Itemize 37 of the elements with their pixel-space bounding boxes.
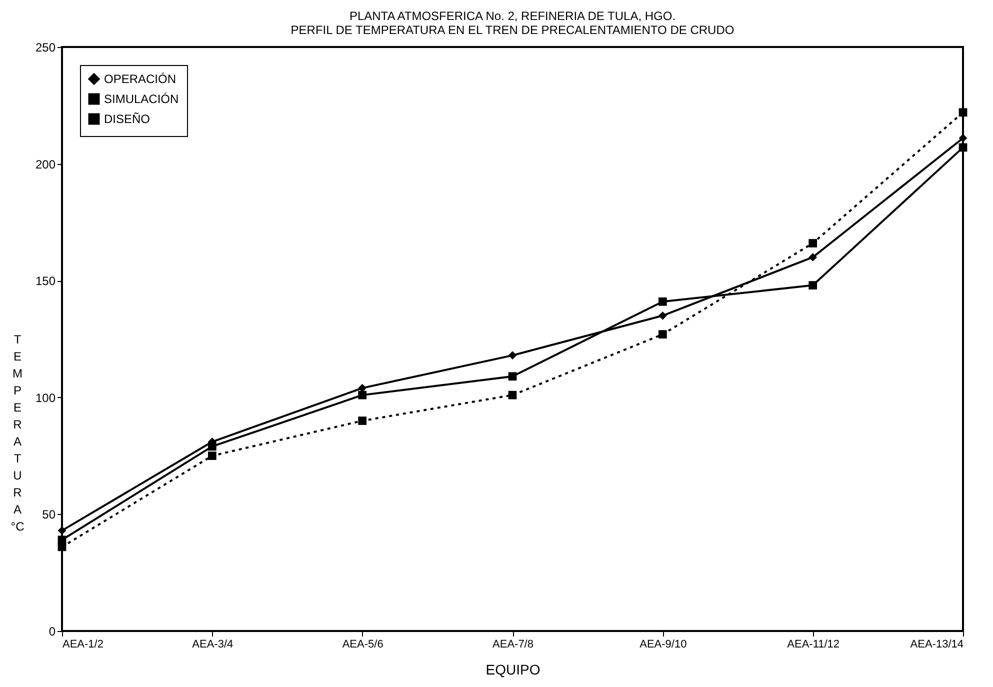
- point: [658, 330, 667, 339]
- point: [58, 526, 66, 535]
- y-tick-label: 200: [35, 157, 56, 172]
- x-tick-label: AEA-5/6: [342, 638, 384, 650]
- text: PLANTA ATMOSFERICA No. 2, REFINERIA DE TULA, HGO.: [349, 9, 676, 23]
- point: [808, 253, 818, 262]
- point: [958, 108, 968, 117]
- y-tick-label: 250: [35, 40, 56, 54]
- legend-label: OPERACIÓN: [104, 72, 176, 86]
- text: PERFIL DE TEMPERATURA EN EL TREN DE PRECALENTAMIENTO DE CRUDO: [290, 23, 734, 37]
- x-tick-label: AEA-11/12: [787, 638, 840, 650]
- point: [658, 311, 667, 320]
- point: [208, 442, 216, 451]
- point: [658, 297, 667, 306]
- legend-label: DISEÑO: [104, 112, 150, 126]
- point: [508, 390, 517, 400]
- point: [808, 281, 818, 290]
- point: [358, 416, 367, 425]
- point: [508, 351, 517, 360]
- point: [208, 452, 216, 460]
- y-tick-label: 0: [48, 624, 56, 638]
- text: TEMPERATURA °C: [10, 332, 24, 534]
- point: [358, 390, 367, 400]
- legend-label: SIMULACIÓN: [104, 92, 179, 106]
- x-axis-title: EQUIPO: [486, 662, 540, 678]
- point: [58, 542, 66, 552]
- x-tick-label: AEA-3/4: [192, 638, 234, 650]
- x-tick-label: AEA-9/10: [640, 638, 687, 650]
- x-tick-label: AEA-13/14: [910, 638, 964, 650]
- point: [508, 372, 517, 381]
- y-tick-label: 150: [35, 274, 56, 288]
- point: [808, 239, 818, 248]
- y-tick-label: 50: [42, 508, 56, 522]
- point: [958, 143, 968, 152]
- y-tick-label: 100: [35, 390, 56, 405]
- x-tick-label: AEA-7/8: [492, 638, 534, 650]
- x-tick-label: AEA-1/2: [62, 638, 104, 650]
